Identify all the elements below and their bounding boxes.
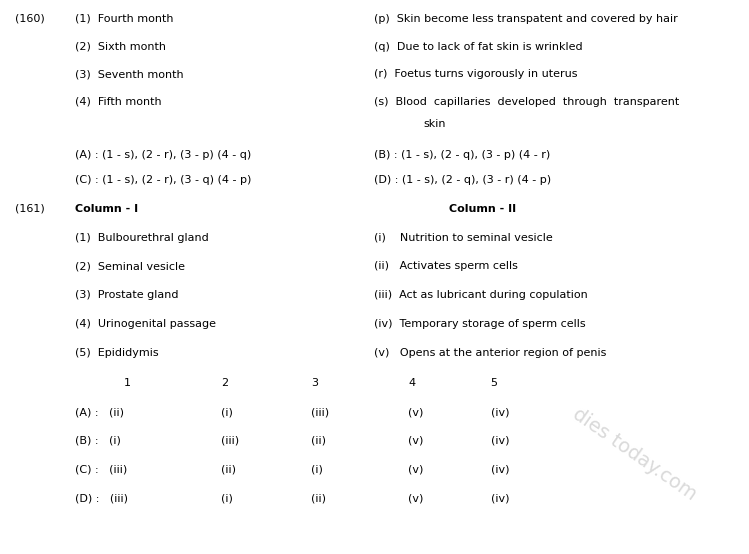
Text: (ii): (ii) bbox=[311, 494, 326, 504]
Text: (B) : (1 - s), (2 - q), (3 - p) (4 - r): (B) : (1 - s), (2 - q), (3 - p) (4 - r) bbox=[374, 150, 551, 160]
Text: (4)  Urinogenital passage: (4) Urinogenital passage bbox=[75, 319, 216, 329]
Text: 4: 4 bbox=[408, 378, 416, 388]
Text: (iii): (iii) bbox=[221, 436, 239, 446]
Text: (iv): (iv) bbox=[491, 436, 509, 446]
Text: (3)  Seventh month: (3) Seventh month bbox=[75, 69, 184, 79]
Text: (A) : (1 - s), (2 - r), (3 - p) (4 - q): (A) : (1 - s), (2 - r), (3 - p) (4 - q) bbox=[75, 150, 251, 160]
Text: skin: skin bbox=[423, 119, 446, 129]
Text: (v): (v) bbox=[408, 465, 424, 475]
Text: (iv): (iv) bbox=[491, 494, 509, 504]
Text: (i)    Nutrition to seminal vesicle: (i) Nutrition to seminal vesicle bbox=[374, 233, 554, 243]
Text: (iii)  Act as lubricant during copulation: (iii) Act as lubricant during copulation bbox=[374, 290, 588, 300]
Text: (C) :   (iii): (C) : (iii) bbox=[75, 465, 127, 475]
Text: (p)  Skin become less transpatent and covered by hair: (p) Skin become less transpatent and cov… bbox=[374, 14, 679, 24]
Text: (3)  Prostate gland: (3) Prostate gland bbox=[75, 290, 178, 300]
Text: Column - II: Column - II bbox=[449, 204, 517, 214]
Text: (iv)  Temporary storage of sperm cells: (iv) Temporary storage of sperm cells bbox=[374, 319, 586, 329]
Text: (1)  Bulbourethral gland: (1) Bulbourethral gland bbox=[75, 233, 209, 243]
Text: (5)  Epididymis: (5) Epididymis bbox=[75, 348, 159, 358]
Text: (1)  Fourth month: (1) Fourth month bbox=[75, 14, 174, 24]
Text: (C) : (1 - s), (2 - r), (3 - q) (4 - p): (C) : (1 - s), (2 - r), (3 - q) (4 - p) bbox=[75, 175, 251, 184]
Text: (v): (v) bbox=[408, 436, 424, 446]
Text: (q)  Due to lack of fat skin is wrinkled: (q) Due to lack of fat skin is wrinkled bbox=[374, 42, 583, 52]
Text: (2)  Seminal vesicle: (2) Seminal vesicle bbox=[75, 261, 185, 271]
Text: (r)  Foetus turns vigorously in uterus: (r) Foetus turns vigorously in uterus bbox=[374, 69, 578, 79]
Text: 1: 1 bbox=[124, 378, 130, 388]
Text: (160): (160) bbox=[15, 14, 45, 24]
Text: (i): (i) bbox=[221, 494, 233, 504]
Text: 2: 2 bbox=[221, 378, 228, 388]
Text: (iv): (iv) bbox=[491, 465, 509, 475]
Text: 5: 5 bbox=[491, 378, 497, 388]
Text: (B) :   (i): (B) : (i) bbox=[75, 436, 121, 446]
Text: (v): (v) bbox=[408, 494, 424, 504]
Text: (161): (161) bbox=[15, 204, 45, 214]
Text: (A) :   (ii): (A) : (ii) bbox=[75, 407, 124, 417]
Text: (2)  Sixth month: (2) Sixth month bbox=[75, 42, 166, 52]
Text: (iii): (iii) bbox=[311, 407, 329, 417]
Text: (v)   Opens at the anterior region of penis: (v) Opens at the anterior region of peni… bbox=[374, 348, 607, 358]
Text: dies today.com: dies today.com bbox=[569, 404, 700, 504]
Text: (i): (i) bbox=[221, 407, 233, 417]
Text: (ii): (ii) bbox=[221, 465, 236, 475]
Text: (v): (v) bbox=[408, 407, 424, 417]
Text: 3: 3 bbox=[311, 378, 318, 388]
Text: (iv): (iv) bbox=[491, 407, 509, 417]
Text: (ii): (ii) bbox=[311, 436, 326, 446]
Text: (4)  Fifth month: (4) Fifth month bbox=[75, 97, 162, 107]
Text: (D) :   (iii): (D) : (iii) bbox=[75, 494, 128, 504]
Text: (D) : (1 - s), (2 - q), (3 - r) (4 - p): (D) : (1 - s), (2 - q), (3 - r) (4 - p) bbox=[374, 175, 551, 184]
Text: Column - I: Column - I bbox=[75, 204, 138, 214]
Text: (i): (i) bbox=[311, 465, 323, 475]
Text: (ii)   Activates sperm cells: (ii) Activates sperm cells bbox=[374, 261, 518, 271]
Text: (s)  Blood  capillaries  developed  through  transparent: (s) Blood capillaries developed through … bbox=[374, 97, 680, 107]
